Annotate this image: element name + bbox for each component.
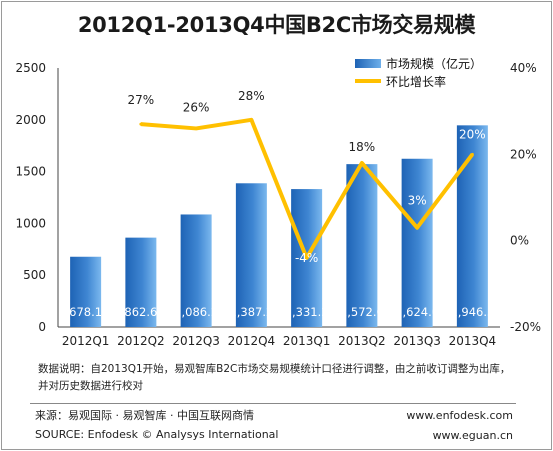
bar-value-label: 1,387.2 — [229, 305, 273, 319]
footer-url-eguan[interactable]: www.eguan.cn — [432, 429, 513, 442]
x-axis-tick-label: 2013Q3 — [393, 334, 441, 348]
growth-point — [415, 226, 419, 230]
bar-value-label: 862.6 — [124, 305, 157, 319]
x-axis-tick-label: 2013Q2 — [338, 334, 386, 348]
left-axis-tick-label: 500 — [23, 268, 46, 282]
right-axis-tick-label: 0% — [510, 234, 529, 248]
chart-legend: 市场规模（亿元） 环比增长率 — [355, 54, 482, 90]
growth-data-label: 28% — [238, 89, 265, 103]
legend-item-line: 环比增长率 — [355, 72, 482, 90]
legend-line-swatch — [355, 79, 381, 83]
left-axis-tick-label: 2000 — [15, 113, 46, 127]
legend-line-label: 环比增长率 — [386, 74, 447, 89]
bar-value-label: 1,572.0 — [340, 305, 384, 319]
x-axis-tick-label: 2012Q3 — [172, 334, 220, 348]
bar — [235, 183, 267, 327]
bar — [180, 214, 212, 327]
legend-bar-label: 市场规模（亿元） — [386, 56, 483, 71]
right-axis-tick-label: 40% — [510, 61, 537, 75]
footer-source-cn: 来源：易观国际 · 易观智库 · 中国互联网商情 — [35, 409, 254, 422]
bar-value-label: 1,946.5 — [450, 305, 494, 319]
left-axis-tick-label: 2500 — [15, 61, 46, 75]
data-note: 数据说明：自2013Q1开始，易观智库B2C市场交易规模统计口径进行调整，由之前… — [38, 361, 518, 395]
bar-value-label: 678.1 — [69, 305, 102, 319]
legend-bar-swatch — [355, 58, 381, 68]
bar-value-label: 1,331.2 — [285, 305, 329, 319]
growth-data-label: 27% — [128, 93, 155, 107]
legend-item-bar: 市场规模（亿元） — [355, 54, 482, 72]
bar-value-label: 1,086.2 — [174, 305, 218, 319]
growth-point — [249, 118, 253, 122]
growth-point — [194, 126, 198, 130]
bar — [401, 158, 433, 327]
growth-data-label: 26% — [183, 100, 210, 114]
bar — [70, 256, 102, 327]
bar — [125, 237, 157, 327]
bar-value-label: 1,624.0 — [395, 305, 439, 319]
x-axis-tick-label: 2012Q4 — [228, 334, 276, 348]
right-axis-tick-label: -20% — [510, 320, 541, 334]
footer-source-en: SOURCE: Enfodesk © Analysys Internationa… — [35, 428, 279, 441]
bar — [346, 164, 378, 327]
data-note-line2: 并对历史数据进行校对 — [38, 380, 143, 392]
growth-data-label: -4% — [295, 251, 318, 265]
growth-point — [360, 161, 364, 165]
x-axis-tick-label: 2012Q1 — [62, 334, 110, 348]
growth-point — [470, 152, 474, 156]
x-axis-tick-label: 2013Q4 — [449, 334, 497, 348]
right-axis-tick-label: 20% — [510, 147, 537, 161]
left-axis-tick-label: 1000 — [15, 216, 46, 230]
x-axis-tick-label: 2012Q2 — [117, 334, 165, 348]
left-axis-tick-label: 1500 — [15, 165, 46, 179]
bar — [456, 125, 488, 328]
left-axis-tick-label: 0 — [38, 320, 46, 334]
chart-title: 2012Q1-2013Q4中国B2C市场交易规模 — [77, 13, 476, 37]
growth-data-label: 20% — [459, 127, 486, 141]
data-note-line1: 数据说明：自2013Q1开始，易观智库B2C市场交易规模统计口径进行调整，由之前… — [38, 363, 511, 375]
growth-data-label: 3% — [408, 194, 427, 208]
footer-url-enfodesk[interactable]: www.enfodesk.com — [406, 409, 513, 422]
footer-divider — [30, 403, 516, 404]
x-axis-tick-label: 2013Q1 — [283, 334, 331, 348]
growth-point — [305, 256, 309, 260]
growth-point — [139, 122, 143, 126]
growth-data-label: 18% — [349, 140, 376, 154]
